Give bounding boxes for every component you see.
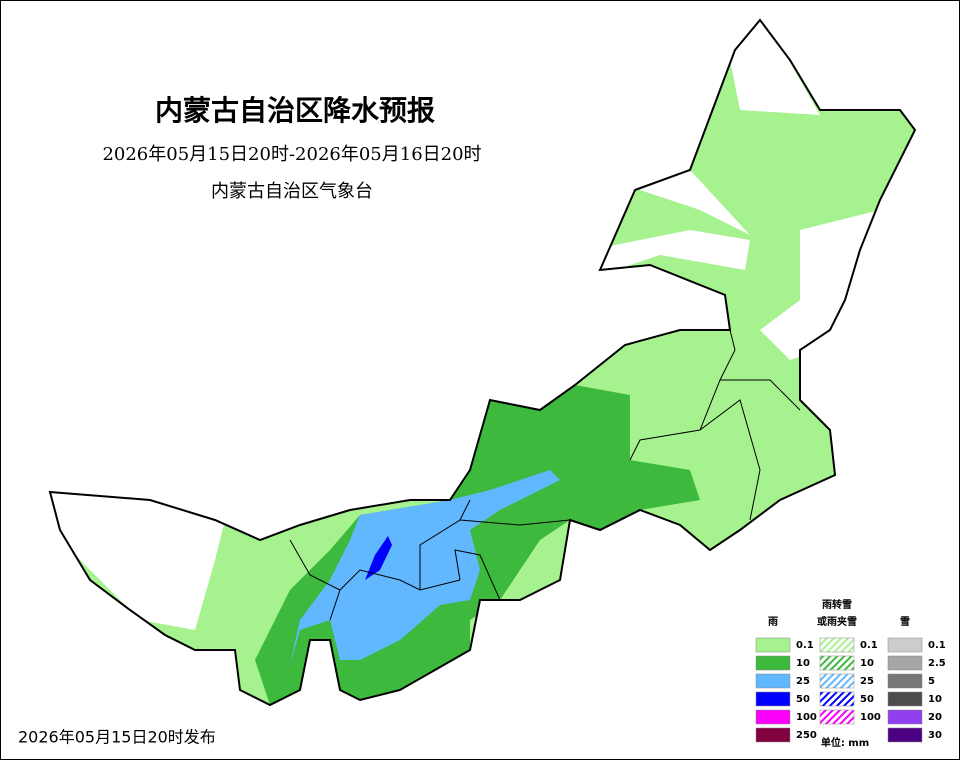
issuer: 内蒙古自治区气象台: [211, 181, 373, 202]
legend-label: 0.1: [796, 640, 814, 651]
legend-swatch: [819, 691, 855, 707]
legend-label: 50: [860, 694, 874, 705]
legend-swatch: [819, 673, 855, 689]
legend-label: 250: [796, 730, 817, 741]
legend-heading: 雨: [768, 616, 778, 628]
legend-label: 10: [796, 658, 810, 669]
legend-unit: 单位: mm: [821, 736, 869, 749]
legend-swatch: [887, 691, 923, 707]
legend-swatch: [755, 709, 791, 725]
legend-swatch: [887, 673, 923, 689]
legend-swatch: [755, 655, 791, 671]
legend-label: 5: [928, 676, 935, 687]
rainstorm-area: [365, 536, 392, 580]
legend-label: 10: [860, 658, 874, 669]
legend-swatch: [819, 655, 855, 671]
legend-swatch: [887, 727, 923, 743]
legend-label: 30: [928, 730, 942, 741]
legend-label: 25: [796, 676, 810, 687]
legend-swatch: [755, 727, 791, 743]
admin-boundaries: [289, 329, 801, 621]
legend-label: 100: [796, 712, 817, 723]
legend-label: 10: [928, 694, 942, 705]
forecast-period: 2026年05月15日20时-2026年05月16日20时: [102, 144, 481, 165]
legend-swatch: [887, 637, 923, 653]
legend-swatch: [887, 709, 923, 725]
legend-label: 0.1: [928, 640, 946, 651]
region-outline: [48, 18, 917, 707]
legend-heading: 雨转雪: [822, 598, 852, 611]
legend-swatch: [755, 673, 791, 689]
legend-heading: 雪: [900, 616, 910, 628]
map-title: 内蒙古自治区降水预报: [155, 94, 435, 127]
legend-label: 100: [860, 712, 881, 723]
no-rain-area: [590, 170, 750, 275]
legend-swatch: [755, 637, 791, 653]
legend-label: 2.5: [928, 658, 946, 669]
legend-label: 0.1: [860, 640, 878, 651]
legend-label: 50: [796, 694, 810, 705]
no-rain-area: [760, 210, 880, 360]
legend-swatch: [755, 691, 791, 707]
league-boundary: [289, 329, 801, 621]
legend-label: 25: [860, 676, 874, 687]
release-time: 2026年05月15日20时发布: [18, 728, 216, 747]
legend-swatch: [887, 655, 923, 671]
heavy-rain-area: [290, 470, 560, 665]
legend-swatch: [819, 637, 855, 653]
no-rain-area: [50, 480, 230, 630]
legend-swatch: [819, 709, 855, 725]
legend-label: 20: [928, 712, 942, 723]
legend-heading: 或雨夹雪: [817, 615, 857, 628]
